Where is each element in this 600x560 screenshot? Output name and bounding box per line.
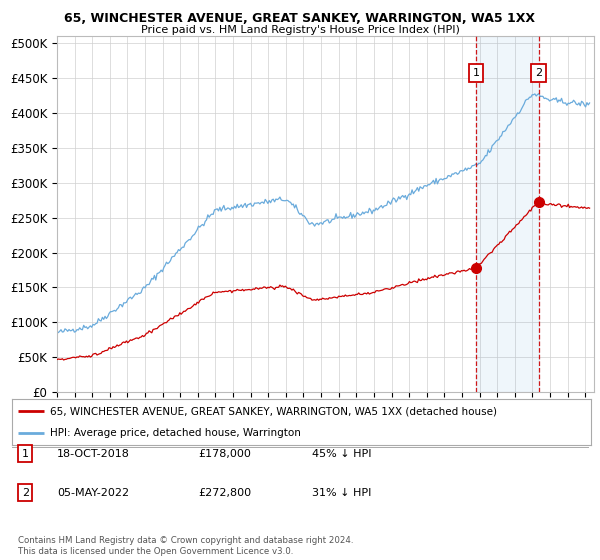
Text: HPI: Average price, detached house, Warrington: HPI: Average price, detached house, Warr… xyxy=(50,428,301,438)
Text: 05-MAY-2022: 05-MAY-2022 xyxy=(57,488,129,498)
Text: 2: 2 xyxy=(535,68,542,78)
Text: 1: 1 xyxy=(473,68,479,78)
Text: 45% ↓ HPI: 45% ↓ HPI xyxy=(312,449,371,459)
Text: 1: 1 xyxy=(22,449,29,459)
Bar xyxy=(476,36,539,392)
Text: 31% ↓ HPI: 31% ↓ HPI xyxy=(312,488,371,498)
Text: 65, WINCHESTER AVENUE, GREAT SANKEY, WARRINGTON, WA5 1XX: 65, WINCHESTER AVENUE, GREAT SANKEY, WAR… xyxy=(65,12,536,25)
Text: £272,800: £272,800 xyxy=(198,488,251,498)
Text: 65, WINCHESTER AVENUE, GREAT SANKEY, WARRINGTON, WA5 1XX (detached house): 65, WINCHESTER AVENUE, GREAT SANKEY, WAR… xyxy=(50,406,497,416)
Text: Price paid vs. HM Land Registry's House Price Index (HPI): Price paid vs. HM Land Registry's House … xyxy=(140,25,460,35)
Text: £178,000: £178,000 xyxy=(198,449,251,459)
Text: 18-OCT-2018: 18-OCT-2018 xyxy=(57,449,130,459)
Text: Contains HM Land Registry data © Crown copyright and database right 2024.
This d: Contains HM Land Registry data © Crown c… xyxy=(18,536,353,556)
Text: 2: 2 xyxy=(22,488,29,498)
